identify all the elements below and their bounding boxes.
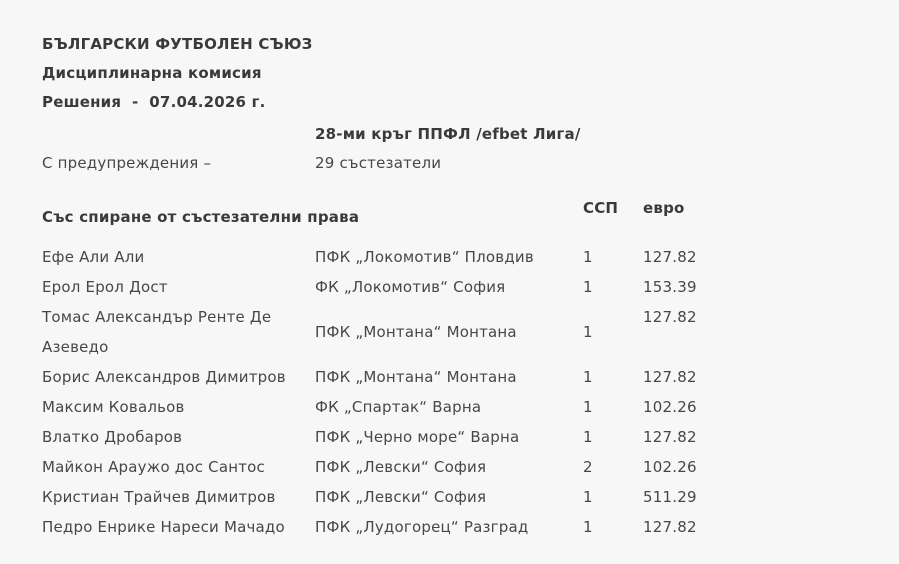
player-fine-euro: 102.26 xyxy=(643,458,697,476)
round-title-spacer xyxy=(42,120,315,149)
warnings-row: С предупреждения – 29 състезатели xyxy=(42,149,875,178)
player-club: ПФК „Лудогорец“ Разград xyxy=(315,518,529,536)
table-row: Ерол Ерол Дост ФК „Локомотив“ София 1 15… xyxy=(42,272,875,302)
table-row: Влатко Дробаров ПФК „Черно море“ Варна 1… xyxy=(42,422,875,452)
player-name: Кристиан Трайчев Димитров xyxy=(42,488,276,506)
player-name: Майкон Араужо дос Сантос xyxy=(42,458,266,476)
document-header: БЪЛГАРСКИ ФУТБОЛЕН СЪЮЗ Дисциплинарна ко… xyxy=(42,30,875,117)
player-club: ФК „Спартак“ Варна xyxy=(315,398,482,416)
table-row: Майкон Араужо дос Сантос ПФК „Левски“ Со… xyxy=(42,452,875,482)
player-club: ПФК „Черно море“ Варна xyxy=(315,428,520,446)
column-header-euro: евро xyxy=(643,199,685,217)
player-suspension-count: 1 xyxy=(583,518,593,536)
player-fine-euro: 127.82 xyxy=(643,368,697,386)
player-suspension-count: 1 xyxy=(583,248,593,266)
player-fine-euro: 102.26 xyxy=(643,398,697,416)
player-club: ПФК „Локомотив“ Пловдив xyxy=(315,248,534,266)
table-row: Педро Енрике Нареси Мачадо ПФК „Лудогоре… xyxy=(42,512,875,542)
suspensions-section-title: Със спиране от състезателни права xyxy=(42,208,360,226)
player-suspension-count: 1 xyxy=(583,278,593,296)
player-suspension-count: 2 xyxy=(583,458,593,476)
player-name: Влатко Дробаров xyxy=(42,428,183,446)
player-club: ПФК „Монтана“ Монтана xyxy=(315,323,517,341)
table-row: Борис Александров Димитров ПФК „Монтана“… xyxy=(42,362,875,392)
decisions-date-line: Решения - 07.04.2026 г. xyxy=(42,93,266,111)
player-name: Ефе Али Али xyxy=(42,248,145,266)
table-row: Кристиан Трайчев Димитров ПФК „Левски“ С… xyxy=(42,482,875,512)
table-row: Максим Ковальов ФК „Спартак“ Варна 1 102… xyxy=(42,392,875,422)
decisions-document: БЪЛГАРСКИ ФУТБОЛЕН СЪЮЗ Дисциплинарна ко… xyxy=(42,30,875,542)
warnings-value: 29 състезатели xyxy=(315,154,442,172)
player-fine-euro: 127.82 xyxy=(643,518,697,536)
column-header-ssp: ССП xyxy=(583,199,619,217)
player-suspension-count: 1 xyxy=(583,323,593,341)
table-row: Ефе Али Али ПФК „Локомотив“ Пловдив 1 12… xyxy=(42,242,875,272)
player-name: Борис Александров Димитров xyxy=(42,368,286,386)
table-row: Томас Александър Ренте Де Азеведо ПФК „М… xyxy=(42,302,875,362)
player-fine-euro: 127.82 xyxy=(643,308,697,326)
player-club: ПФК „Левски“ София xyxy=(315,458,487,476)
player-name: Максим Ковальов xyxy=(42,398,185,416)
commission-title: Дисциплинарна комисия xyxy=(42,64,262,82)
suspensions-table: Ефе Али Али ПФК „Локомотив“ Пловдив 1 12… xyxy=(42,242,875,542)
player-fine-euro: 511.29 xyxy=(643,488,697,506)
player-fine-euro: 127.82 xyxy=(643,428,697,446)
round-title-row: 28-ми кръг ППФЛ /efbet Лига/ xyxy=(42,120,875,149)
player-name: Томас Александър Ренте Де Азеведо xyxy=(42,308,272,356)
player-suspension-count: 1 xyxy=(583,428,593,446)
player-name: Педро Енрике Нареси Мачадо xyxy=(42,518,285,536)
player-club: ПФК „Монтана“ Монтана xyxy=(315,368,517,386)
player-suspension-count: 1 xyxy=(583,398,593,416)
suspensions-header-row: Със спиране от състезателни права ССП ев… xyxy=(42,198,875,228)
player-fine-euro: 127.82 xyxy=(643,248,697,266)
player-fine-euro: 153.39 xyxy=(643,278,697,296)
player-suspension-count: 1 xyxy=(583,368,593,386)
player-name: Ерол Ерол Дост xyxy=(42,278,168,296)
player-club: ПФК „Левски“ София xyxy=(315,488,487,506)
player-club: ФК „Локомотив“ София xyxy=(315,278,506,296)
player-suspension-count: 1 xyxy=(583,488,593,506)
organization-title: БЪЛГАРСКИ ФУТБОЛЕН СЪЮЗ xyxy=(42,35,313,53)
warnings-label: С предупреждения – xyxy=(42,154,212,172)
round-title: 28-ми кръг ППФЛ /efbet Лига/ xyxy=(315,125,581,143)
